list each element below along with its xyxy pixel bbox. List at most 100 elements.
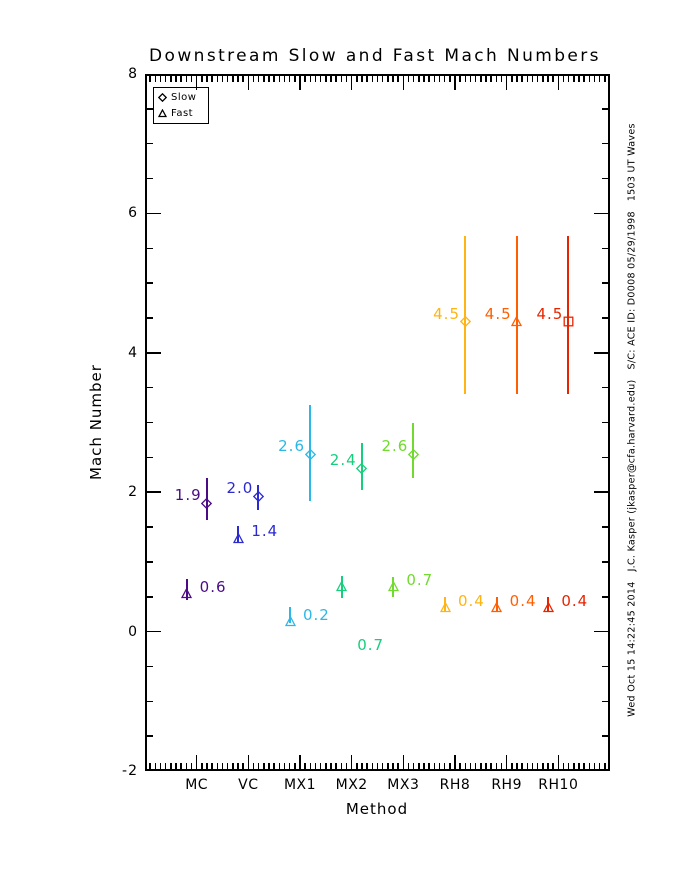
x-tick [361,74,363,82]
y-tick [602,108,610,110]
y-tick [602,561,610,563]
point-marker-vc-slow [252,487,264,502]
y-tick [602,142,610,145]
x-tick-label-rh10: RH10 [538,777,579,793]
y-tick [145,735,153,737]
y-tick-label: 6 [128,205,138,222]
x-tick [288,74,291,82]
y-tick [602,596,610,598]
x-tick [562,763,565,771]
x-tick [588,763,591,771]
x-tick-label-rh9: RH9 [491,777,522,793]
x-tick [340,763,343,771]
x-tick [180,763,182,771]
x-tick [356,74,358,82]
triangle-icon [158,108,167,118]
x-tick [371,74,374,82]
x-tick [211,763,213,771]
x-tick [232,763,234,771]
x-tick [159,763,162,771]
y-axis-title: Mach Number [87,364,105,480]
x-tick [283,74,286,82]
point-marker-rh10-fast [542,598,554,613]
x-tick [345,74,348,82]
x-tick [433,763,436,771]
legend-label: Fast [171,107,194,119]
y-tick [145,665,153,668]
x-tick [485,74,487,82]
x-tick [392,74,394,82]
point-label-mx1-slow: 2.6 [278,437,305,456]
x-tick [273,763,275,771]
x-tick [500,763,503,771]
x-tick [402,755,405,771]
x-tick [542,763,544,771]
y-tick [145,700,153,703]
x-tick [567,74,570,82]
y-tick [145,247,153,249]
x-tick-label-mx3: MX3 [387,777,420,793]
x-tick [474,763,477,771]
x-tick [309,74,312,82]
x-tick [438,74,441,82]
x-tick [175,763,177,771]
x-tick [381,74,384,82]
x-tick [268,74,270,82]
diamond-icon [158,93,167,103]
x-tick [562,74,565,82]
point-marker-mc-slow [201,494,213,509]
x-tick [226,763,229,771]
x-tick [418,763,420,771]
x-tick-label-mc: MC [185,777,209,793]
x-tick [226,74,229,82]
point-label-rh10-slow: 4.5 [536,304,564,323]
y-tick-label: 8 [128,66,138,82]
legend-label: Slow [171,92,197,104]
x-tick [330,763,332,771]
y-tick [594,491,610,493]
point-marker-mx1-slow [304,445,316,460]
y-tick [145,456,153,459]
x-tick-label-mx2: MX2 [335,777,368,793]
error-bar-mx1-fast [289,606,291,624]
chart-title: Downstream Slow and Fast Mach Numbers [149,46,601,66]
x-tick [412,763,415,771]
x-tick [495,763,498,771]
x-tick [531,74,534,82]
legend-item-slow: Slow [158,92,208,103]
y-tick [602,421,610,424]
x-tick [423,763,425,771]
x-tick [578,74,580,82]
x-tick [350,74,353,90]
x-tick [593,763,596,771]
x-tick [294,74,296,82]
x-tick [221,763,224,771]
x-tick [526,74,529,82]
y-tick-label: 4 [128,344,138,361]
x-tick [469,763,472,771]
x-tick [387,763,389,771]
x-tick [242,74,244,82]
y-tick [145,596,153,598]
x-tick [376,74,379,82]
x-tick [185,763,188,771]
x-tick [314,74,317,82]
y-tick [594,630,610,633]
y-tick [602,735,610,737]
x-tick [185,74,188,82]
y-tick [145,630,161,633]
x-tick [464,763,467,771]
x-tick [164,763,167,771]
x-tick [237,763,239,771]
y-tick [145,177,153,180]
x-tick [578,763,580,771]
x-tick [335,763,337,771]
y-tick [602,247,610,249]
x-tick-label-mx1: MX1 [283,777,317,793]
y-tick [602,526,610,528]
x-tick [180,74,182,82]
x-tick [521,763,523,771]
x-tick [190,74,193,82]
x-tick [211,74,213,82]
timestamp-annotation: Wed Oct 15 14:22:45 2014 J.C. Kasper (jk… [626,123,638,717]
